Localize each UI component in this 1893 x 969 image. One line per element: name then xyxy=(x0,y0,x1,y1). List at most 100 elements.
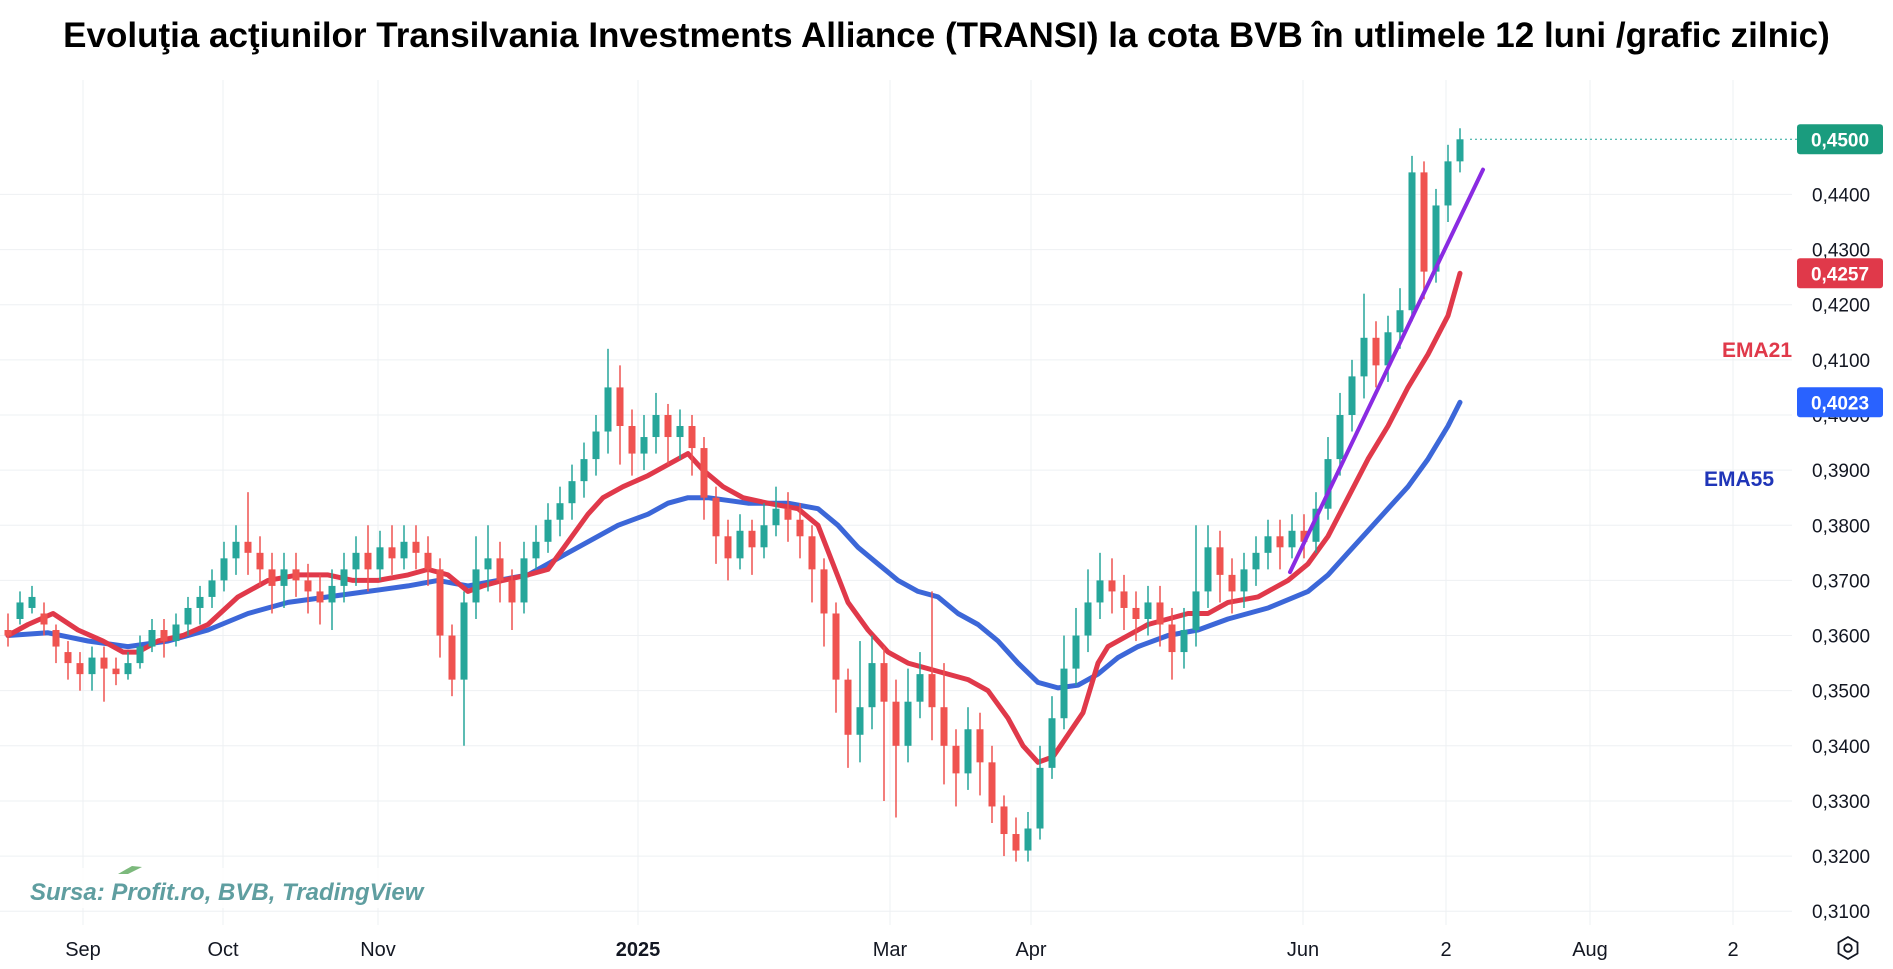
candle xyxy=(376,530,384,581)
candle-body xyxy=(1012,834,1020,851)
candle xyxy=(280,552,288,608)
candle-body xyxy=(244,541,252,553)
candle-body xyxy=(1048,718,1056,768)
candle-body xyxy=(568,481,576,504)
candle xyxy=(64,641,72,680)
chart-title: Evoluţia acţiunilor Transilvania Investm… xyxy=(63,16,1830,55)
candle xyxy=(772,486,780,537)
candle-body xyxy=(496,558,504,581)
candle xyxy=(604,348,612,454)
source-text: Sursa: Profit.ro, BVB, TradingView xyxy=(30,879,425,906)
candle xyxy=(616,365,624,465)
candle xyxy=(964,707,972,790)
candle-body xyxy=(1132,607,1140,619)
candle-body xyxy=(100,657,108,669)
candle-body xyxy=(1096,580,1104,603)
candle xyxy=(1276,519,1284,570)
candle xyxy=(52,624,60,664)
candle xyxy=(4,613,12,647)
y-tick-label: 0,4100 xyxy=(1812,351,1870,372)
candle xyxy=(724,519,732,581)
candle xyxy=(220,541,228,592)
candle-body xyxy=(280,569,288,586)
candle-body xyxy=(16,602,24,619)
candle-body xyxy=(448,635,456,680)
candle xyxy=(16,591,24,625)
candle-body xyxy=(760,525,768,548)
candle-body xyxy=(988,762,996,807)
candle-body xyxy=(652,414,660,438)
candle-body xyxy=(916,674,924,702)
candle xyxy=(328,569,336,631)
x-tick-label: 2 xyxy=(1727,939,1738,961)
candle-body xyxy=(1192,591,1200,631)
candle xyxy=(808,525,816,603)
candle xyxy=(880,646,888,801)
candle-body xyxy=(544,519,552,542)
candle xyxy=(748,519,756,575)
candle xyxy=(1300,514,1308,559)
candle-body xyxy=(304,580,312,592)
candle xyxy=(88,646,96,691)
candle-body xyxy=(676,426,684,438)
candle xyxy=(40,602,48,636)
candle xyxy=(484,525,492,592)
x-tick-label: Aug xyxy=(1572,939,1608,961)
candle-body xyxy=(1360,337,1368,377)
candle xyxy=(28,585,36,614)
candle xyxy=(988,745,996,823)
x-tick-label: Apr xyxy=(1015,939,1046,961)
candle-body xyxy=(844,679,852,735)
candle-body xyxy=(1444,161,1452,206)
candle-body xyxy=(64,652,72,664)
candle xyxy=(976,712,984,796)
candle-body xyxy=(1372,337,1380,366)
candle-body xyxy=(1456,139,1464,162)
candle xyxy=(592,414,600,476)
candle-body xyxy=(904,701,912,746)
ema21-label: EMA21 xyxy=(1722,339,1792,362)
candle-body xyxy=(328,585,336,603)
candle xyxy=(568,464,576,520)
x-tick-label: Sep xyxy=(65,939,101,961)
ema55-layer xyxy=(5,399,1463,691)
candle-body xyxy=(616,387,624,427)
candle-body xyxy=(136,646,144,664)
candle-body xyxy=(688,426,696,449)
candle xyxy=(1252,536,1260,586)
candle-body xyxy=(424,552,432,570)
time-axis[interactable]: Sep Oct Nov 2025 Mar Apr Jun 2 Aug 2 xyxy=(65,939,1738,961)
candle xyxy=(1024,811,1032,862)
candle-body xyxy=(604,387,612,432)
y-tick-label: 0,3300 xyxy=(1812,792,1870,813)
x-tick-label: Jun xyxy=(1287,939,1319,961)
candle-body xyxy=(256,552,264,570)
candle-body xyxy=(736,530,744,559)
ema55-value-tag-bg xyxy=(1797,387,1883,418)
candle-body xyxy=(1264,536,1272,553)
candle xyxy=(844,668,852,768)
candle xyxy=(916,652,924,719)
candle-body xyxy=(532,541,540,559)
candle-body xyxy=(1216,547,1224,575)
candle-body xyxy=(964,729,972,774)
candle-body xyxy=(856,707,864,735)
candle-body xyxy=(1276,536,1284,548)
candle-body xyxy=(700,448,708,498)
candle-body xyxy=(268,569,276,586)
y-tick-label: 0,3200 xyxy=(1812,847,1870,868)
candle-body xyxy=(436,569,444,636)
candle xyxy=(652,392,660,454)
candle xyxy=(784,492,792,542)
settings-icon[interactable] xyxy=(1837,935,1859,961)
candle-body xyxy=(520,558,528,603)
ema21-line xyxy=(5,270,1463,765)
candle xyxy=(1228,558,1236,614)
candle xyxy=(1060,635,1068,730)
trendline-layer[interactable] xyxy=(1288,167,1485,575)
price-axis[interactable]: 0,3100 0,3200 0,3300 0,3400 0,3500 0,3600 0,37… xyxy=(1812,185,1870,923)
candle xyxy=(148,618,156,653)
candle xyxy=(904,668,912,763)
candle-body xyxy=(220,558,228,581)
